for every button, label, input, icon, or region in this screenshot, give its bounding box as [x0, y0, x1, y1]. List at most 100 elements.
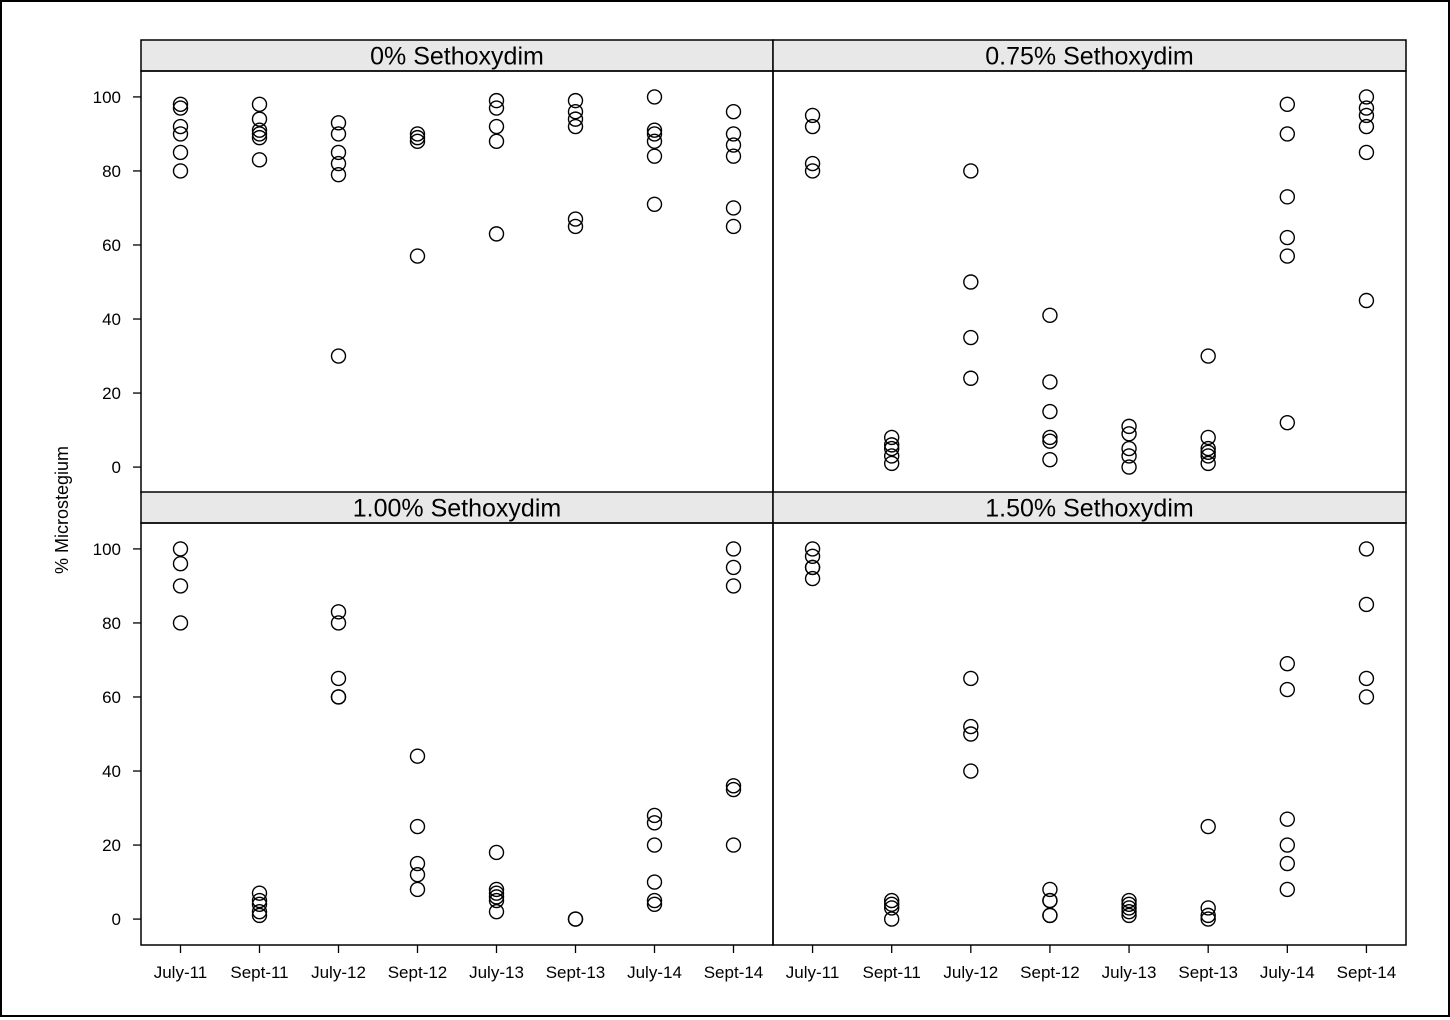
data-point [1358, 670, 1375, 687]
y-tick-label: 100 [93, 88, 121, 107]
data-point [488, 133, 505, 150]
data-point [646, 196, 663, 212]
data-point [646, 815, 663, 831]
data-point [488, 885, 505, 901]
data-point [409, 818, 426, 835]
data-point [330, 126, 347, 142]
data-point [725, 778, 742, 794]
data-point [172, 578, 189, 594]
data-point [1042, 374, 1058, 390]
data-point [1358, 689, 1375, 705]
data-point [488, 844, 505, 861]
x-tick-label: Sept-11 [230, 963, 288, 982]
data-point [804, 541, 821, 557]
y-tick-label: 0 [112, 458, 121, 477]
data-point [1121, 426, 1137, 442]
data-point [567, 104, 584, 120]
data-point [172, 541, 189, 557]
data-point [725, 837, 742, 853]
panel-strip [772, 39, 1407, 72]
panel-title: 0.75% Sethoxydim [985, 43, 1193, 71]
x-tick-label: July-14 [627, 963, 682, 982]
data-point [804, 155, 821, 172]
data-point [172, 144, 189, 161]
data-point [488, 903, 505, 920]
data-point [1200, 440, 1216, 457]
panel-border [772, 70, 1407, 494]
data-point [1121, 907, 1137, 924]
data-point [1121, 459, 1137, 475]
x-tick-label: Sept-11 [863, 963, 921, 982]
data-point [1279, 96, 1296, 113]
data-point [1121, 418, 1137, 435]
panel-border [772, 522, 1407, 946]
data-point [330, 166, 347, 183]
data-point [251, 126, 268, 142]
data-point [251, 122, 268, 138]
y-axis-title: % Microstegium [52, 446, 72, 574]
data-point [1358, 292, 1375, 309]
data-point [409, 133, 426, 150]
data-point [725, 559, 742, 576]
data-point [1358, 107, 1375, 124]
data-point [172, 100, 189, 116]
data-point [1279, 811, 1296, 827]
data-point [1200, 455, 1216, 472]
data-point [1200, 911, 1216, 927]
data-point [1279, 189, 1296, 205]
x-tick-label: Sept-13 [1178, 963, 1238, 982]
y-tick-label: 0 [112, 910, 121, 929]
data-point [488, 226, 505, 242]
data-point [172, 96, 189, 113]
data-point [1279, 229, 1296, 246]
x-tick-label: July-12 [311, 963, 366, 982]
data-point [1200, 818, 1216, 835]
data-point [804, 163, 821, 179]
data-point [725, 104, 742, 120]
data-point [804, 548, 821, 565]
data-point [1358, 144, 1375, 161]
data-point [1279, 881, 1296, 898]
data-point [1279, 855, 1296, 872]
data-point [1200, 900, 1216, 916]
data-point [1279, 681, 1296, 698]
data-point [330, 615, 347, 631]
data-point [409, 881, 426, 898]
data-point [172, 126, 189, 142]
x-tick-label: July-11 [154, 963, 208, 982]
x-tick-label: July-13 [1102, 963, 1157, 982]
data-point [883, 911, 900, 927]
data-point [646, 874, 663, 890]
data-point [1042, 403, 1058, 420]
data-point [1358, 89, 1375, 105]
data-point [330, 604, 347, 620]
data-point [725, 200, 742, 216]
data-point [963, 670, 979, 687]
y-tick-label: 100 [93, 540, 121, 559]
data-point [330, 689, 347, 705]
data-point [409, 855, 426, 872]
data-point [883, 429, 900, 446]
data-point [963, 329, 979, 346]
y-tick-label: 40 [102, 762, 121, 781]
x-tick-label: Sept-13 [546, 963, 606, 982]
y-tick-label: 40 [102, 310, 121, 329]
data-point [251, 129, 268, 146]
data-point [409, 248, 426, 264]
panel-strip [140, 39, 774, 72]
data-point [883, 900, 900, 916]
data-point [725, 218, 742, 235]
data-point [883, 448, 900, 464]
data-point [1279, 655, 1296, 672]
data-point [1200, 429, 1216, 446]
data-point [883, 440, 900, 457]
data-point [251, 96, 268, 113]
panel-title: 1.50% Sethoxydim [985, 495, 1193, 523]
data-point [567, 111, 584, 127]
data-point [330, 670, 347, 687]
data-point [1279, 126, 1296, 142]
data-point [1042, 451, 1058, 468]
data-point [646, 896, 663, 912]
data-point [883, 896, 900, 912]
